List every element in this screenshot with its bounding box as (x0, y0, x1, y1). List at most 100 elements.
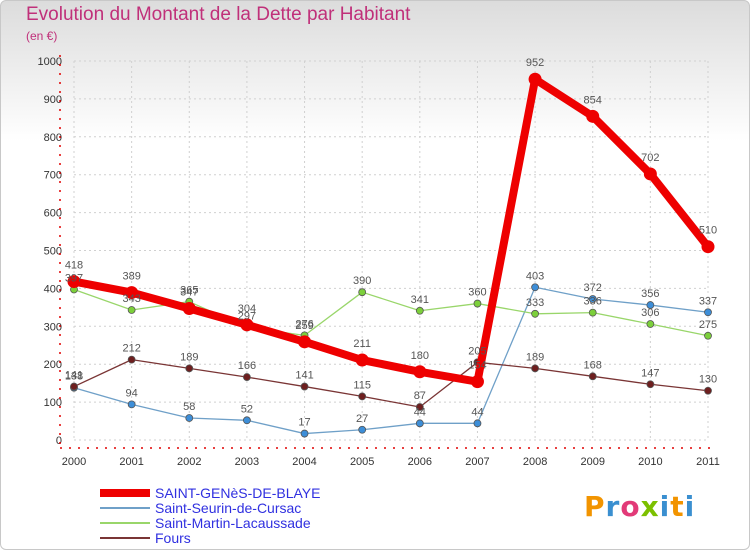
data-point (243, 373, 251, 381)
data-point (701, 240, 715, 254)
data-label: 337 (699, 295, 717, 307)
data-label: 510 (699, 225, 717, 237)
data-point (473, 419, 482, 428)
data-point (531, 364, 539, 373)
data-label: 854 (584, 94, 602, 106)
x-tick-label: 2005 (350, 456, 374, 468)
data-point (646, 320, 655, 328)
x-tick-label: 2011 (696, 456, 720, 468)
proxiti-logo: Proxiti (584, 490, 696, 523)
data-point (300, 429, 309, 438)
data-point (704, 308, 712, 317)
data-point (127, 400, 136, 409)
data-label: 306 (641, 307, 659, 319)
x-tick-label: 2001 (119, 456, 143, 468)
legend-label: Fours (155, 530, 191, 546)
data-point (528, 72, 542, 86)
data-label: 212 (122, 343, 140, 355)
data-point (185, 364, 194, 373)
y-tick-label: 900 (44, 94, 62, 106)
data-point (358, 425, 367, 434)
x-tick-label: 2007 (465, 456, 489, 468)
y-tick-label: 500 (44, 246, 62, 258)
data-label: 304 (238, 303, 256, 315)
data-label: 130 (699, 374, 717, 386)
series-line (73, 286, 709, 435)
y-tick-label: 700 (44, 170, 62, 182)
x-tick-label: 2009 (580, 456, 604, 468)
data-label: 115 (353, 379, 371, 391)
data-point (646, 301, 655, 309)
legend: SAINT-GENèS-DE-BLAYESaint-Seurin-de-Curs… (100, 485, 320, 546)
data-label: 275 (699, 319, 717, 331)
data-point (185, 414, 194, 422)
data-point (300, 382, 309, 391)
data-label: 952 (526, 57, 544, 69)
legend-label: Saint-Martin-Lacaussade (155, 515, 311, 531)
data-label: 17 (298, 417, 310, 429)
data-label: 356 (641, 288, 659, 300)
data-point (413, 365, 427, 379)
y-tick-label: 200 (44, 359, 62, 371)
data-labels: 138 94 58 52 17 27 44 44 403 372 356 337 397 343 365 29… (65, 57, 717, 428)
data-label: 52 (241, 403, 253, 415)
data-point (298, 335, 312, 349)
data-point (470, 375, 484, 389)
data-label: 27 (356, 413, 368, 425)
data-point (358, 392, 367, 401)
data-label: 147 (641, 367, 659, 379)
data-point (125, 286, 139, 300)
data-label: 168 (584, 359, 602, 371)
data-point (643, 167, 657, 181)
y-tick-label: 300 (44, 321, 62, 333)
legend-label: SAINT-GENèS-DE-BLAYE (155, 485, 320, 501)
data-point (355, 353, 369, 367)
x-tick-label: 2008 (523, 456, 547, 468)
data-label: 44 (471, 406, 483, 418)
data-label: 141 (295, 370, 313, 382)
series-line (70, 75, 712, 386)
data-label: 259 (295, 320, 313, 332)
data-point (704, 331, 712, 340)
data-point (67, 275, 81, 289)
data-point (704, 386, 712, 395)
series-line (73, 359, 709, 408)
x-tick-label: 2004 (292, 456, 316, 468)
data-label: 333 (526, 297, 544, 309)
data-point (588, 295, 597, 303)
data-label: 297 (238, 310, 256, 322)
data-label: 189 (526, 351, 544, 363)
x-tick-label: 2003 (235, 456, 259, 468)
data-label: 189 (180, 351, 198, 363)
data-label: 390 (353, 275, 371, 287)
data-label: 276 (295, 318, 313, 330)
data-label: 138 (65, 371, 83, 383)
y-tick-label: 400 (44, 283, 62, 295)
data-label: 702 (641, 152, 659, 164)
data-label: 211 (353, 338, 371, 350)
data-point (240, 318, 254, 332)
data-label: 389 (122, 271, 140, 283)
data-point (531, 309, 539, 318)
data-point (473, 299, 482, 308)
data-point (243, 416, 251, 425)
y-tick-label: 600 (44, 208, 62, 220)
grid (73, 60, 709, 441)
data-label: 347 (180, 286, 198, 298)
data-label: 166 (238, 360, 256, 372)
data-label: 341 (411, 294, 429, 306)
x-tick-label: 2000 (62, 456, 86, 468)
data-label: 180 (411, 350, 429, 362)
y-tick-label: 800 (44, 132, 62, 144)
chart-unit: (en €) (26, 29, 58, 43)
data-label: 44 (414, 406, 426, 418)
y-tick-label: 1000 (38, 56, 62, 68)
data-label: 418 (65, 260, 83, 272)
data-label: 94 (126, 387, 138, 399)
y-tick-label: 0 (56, 435, 62, 447)
x-tick-label: 2002 (177, 456, 201, 468)
data-label: 336 (584, 296, 602, 308)
x-tick-label: 2010 (638, 456, 662, 468)
data-label: 403 (526, 270, 544, 282)
